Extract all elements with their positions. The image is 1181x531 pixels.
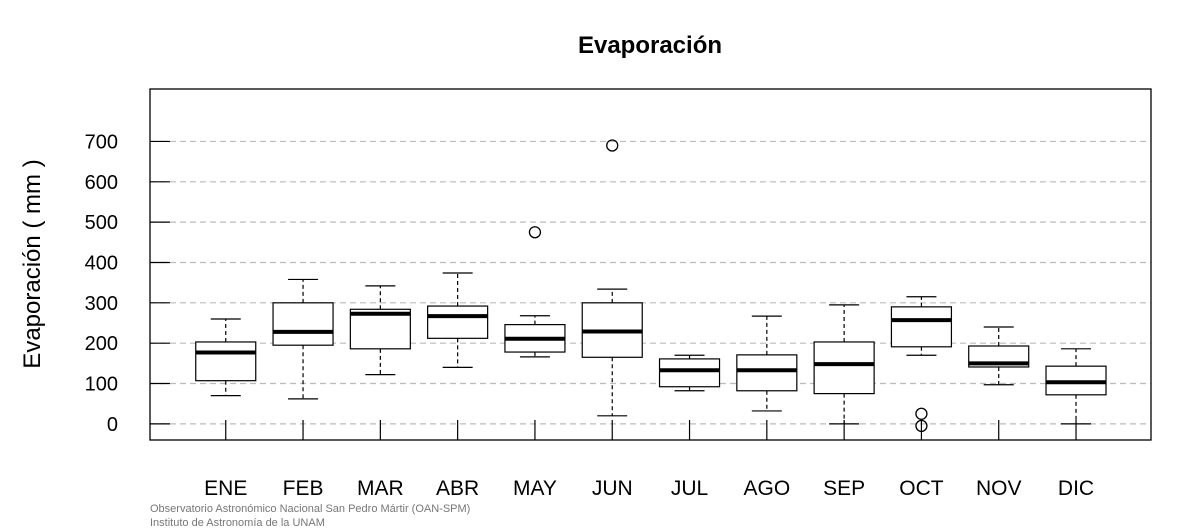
x-tick-label: OCT	[899, 477, 944, 500]
x-axis-ticks: ENE FEB MAR ABR MAY JUN JUL AGO SEP OCT NOV DIC	[204, 420, 1094, 500]
y-tick-label: 300	[85, 293, 118, 315]
outlier-point	[528, 226, 542, 239]
credits-observatory: Observatorio Astronómico Nacional San Pe…	[150, 503, 471, 515]
box-series	[195, 139, 1107, 433]
x-tick-label: SEP	[823, 477, 865, 500]
x-tick-label: JUL	[671, 477, 708, 500]
y-tick-label: 500	[85, 212, 118, 234]
x-tick-label: AGO	[743, 477, 790, 500]
box-dic	[1045, 348, 1107, 425]
y-tick-label: 200	[85, 333, 118, 355]
y-tick-label: 0	[107, 414, 118, 436]
box-iqr	[349, 308, 411, 350]
x-tick-label: NOV	[976, 477, 1022, 500]
box-iqr	[890, 306, 953, 348]
chart-title: Evaporación	[578, 32, 722, 59]
box-iqr	[272, 302, 334, 346]
x-tick-label: MAY	[513, 477, 557, 500]
box-nov	[968, 326, 1030, 386]
box-iqr	[736, 354, 798, 392]
outlier-point	[915, 407, 928, 420]
box-iqr	[195, 341, 257, 382]
box-oct	[890, 296, 953, 433]
box-jul	[658, 354, 721, 392]
y-axis-ticks: 0 100 200 300 400 500 600 700	[85, 131, 170, 436]
y-tick-label: 600	[85, 172, 118, 194]
box-jun	[581, 139, 643, 417]
box-mar	[349, 285, 411, 376]
box-iqr	[813, 341, 875, 395]
chart: Evaporación Evaporación ( mm ) 0 100 200 30…	[19, 32, 1152, 500]
box-iqr	[427, 305, 489, 339]
x-tick-label: FEB	[283, 477, 324, 500]
box-ago	[736, 315, 798, 412]
x-tick-label: JUN	[592, 477, 633, 500]
credits: Observatorio Astronómico Nacional San Pe…	[150, 502, 470, 530]
box-iqr	[658, 358, 721, 388]
y-tick-label: 400	[85, 252, 118, 274]
x-tick-label: ENE	[204, 477, 247, 500]
box-may	[504, 226, 566, 358]
y-tick-label: 700	[85, 131, 118, 153]
outlier-point	[606, 139, 619, 152]
y-axis-label: Evaporación ( mm )	[19, 159, 46, 368]
x-tick-label: MAR	[357, 477, 404, 500]
box-feb	[272, 278, 334, 400]
y-tick-label: 100	[85, 374, 118, 396]
box-sep	[813, 304, 875, 425]
plot-frame	[149, 88, 1152, 441]
box-ene	[195, 318, 257, 397]
x-tick-label: DIC	[1058, 477, 1094, 500]
x-tick-label: ABR	[436, 477, 479, 500]
credits-institute: Instituto de Astronomía de la UNAM	[150, 517, 325, 529]
grid-lines	[150, 140, 1151, 425]
box-abr	[427, 272, 489, 368]
